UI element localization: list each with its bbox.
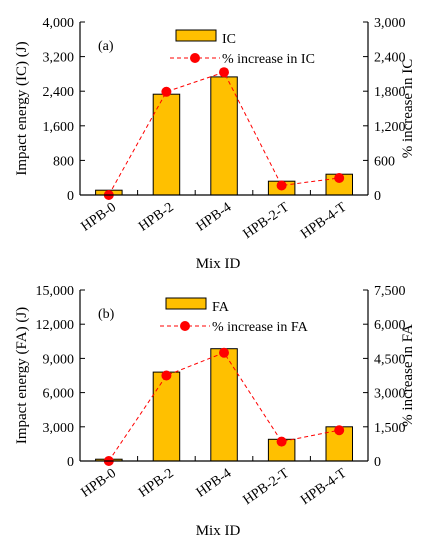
x-axis-title: Mix ID	[196, 523, 241, 539]
x-tick-label: HPB-2-T	[241, 200, 293, 242]
legend-bar-label: IC	[222, 32, 236, 47]
legend-line-label: % increase in FA	[212, 320, 309, 335]
x-tick-label: HPB-4	[194, 200, 234, 235]
left-tick-label: 9,000	[43, 352, 75, 367]
percent-point-hpb-2-t	[276, 180, 287, 191]
chart-panel-b: 0 3,000 6,000 9,000 12,000 15,000 0 1,500 3,000 4…	[14, 284, 416, 539]
x-axis-title: Mix ID	[196, 256, 241, 272]
left-tick-label: 15,000	[36, 284, 75, 299]
legend-bar-swatch	[175, 29, 217, 42]
bar-hpb-4	[210, 348, 238, 462]
chart-panel-a: 0 800 1,600 2,400 3,200 4,000 0 600 1,200 1,800 2,…	[14, 16, 416, 272]
right-tick-label: 3,000	[374, 16, 406, 31]
right-tick-label: 3,000	[374, 387, 406, 402]
left-tick-label: 2,400	[43, 85, 75, 100]
right-tick-label: 2,400	[374, 51, 406, 66]
right-tick-label: 1,800	[374, 85, 406, 100]
percent-point-hpb-2	[161, 370, 172, 381]
y-axis-title: Impact energy (FA) (J)	[14, 307, 30, 444]
left-tick-label: 3,000	[43, 421, 75, 436]
legend-marker-swatch	[190, 53, 200, 63]
y2-axis-title: % increase in IC	[400, 59, 416, 159]
right-tick-label: 7,500	[374, 284, 406, 299]
y-axis-title: Impact energy (IC) (J)	[14, 41, 30, 175]
left-tick-label: 0	[67, 189, 74, 204]
legend: FA % increase in FA	[160, 297, 309, 335]
percent-point-hpb-4-t	[334, 173, 345, 183]
left-tick-label: 4,000	[43, 16, 75, 31]
right-tick-label: 4,500	[374, 352, 406, 367]
x-tick-label: HPB-4-T	[298, 200, 350, 242]
left-tick-label: 6,000	[43, 387, 75, 402]
right-tick-label: 6,000	[374, 318, 406, 333]
panel-label: (a)	[98, 39, 114, 54]
panel-label: (b)	[98, 307, 115, 322]
left-tick-label: 12,000	[36, 318, 75, 333]
left-tick-label: 0	[67, 455, 74, 470]
right-tick-label: 0	[374, 189, 381, 204]
bar-hpb-4	[210, 76, 238, 196]
x-tick-label: HPB-4	[194, 466, 234, 501]
legend: IC % increase in IC	[170, 29, 315, 67]
legend-marker-swatch	[180, 321, 190, 331]
percent-increase-line	[108, 352, 340, 462]
y2-axis-title: % increase in FA	[400, 324, 416, 427]
legend-bar-label: FA	[212, 300, 230, 315]
right-tick-label: 1,200	[374, 120, 406, 135]
left-tick-label: 800	[53, 154, 74, 169]
x-tick-label: HPB-2	[136, 466, 176, 501]
right-tick-label: 0	[374, 455, 381, 470]
percent-point-hpb-4	[219, 67, 229, 78]
percent-increase-line	[108, 71, 340, 196]
percent-point-hpb-2-t	[276, 436, 287, 447]
right-tick-label: 600	[374, 154, 395, 169]
x-tick-label: HPB-0	[79, 200, 119, 235]
percent-point-hpb-4	[219, 347, 229, 358]
right-tick-label: 1,500	[374, 421, 406, 436]
bar-hpb-2	[152, 371, 181, 462]
legend-bar-swatch	[165, 297, 207, 310]
left-tick-label: 3,200	[43, 51, 75, 66]
percent-point-hpb-2	[161, 86, 172, 97]
left-tick-label: 1,600	[43, 120, 75, 135]
legend-line-label: % increase in IC	[222, 52, 315, 67]
x-tick-label: HPB-2	[136, 200, 176, 235]
x-tick-label: HPB-4-T	[298, 466, 350, 508]
percent-point-hpb-4-t	[334, 425, 345, 436]
x-tick-label: HPB-2-T	[241, 466, 293, 508]
x-tick-label: HPB-0	[79, 466, 119, 501]
